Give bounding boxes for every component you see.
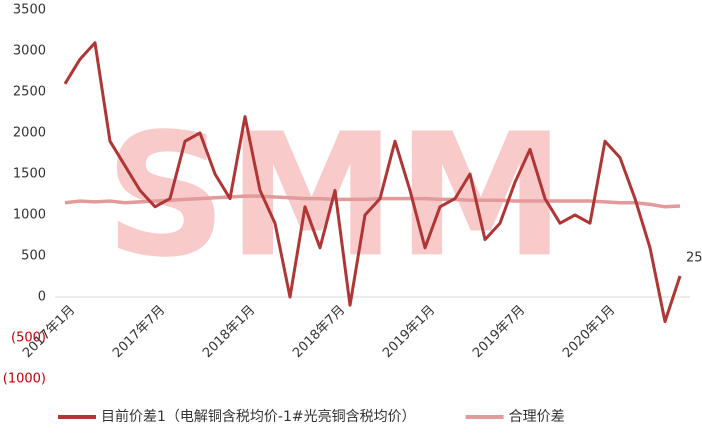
legend-label: 目前价差1（电解铜含税均价-1#光亮铜含税均价） xyxy=(101,408,416,425)
y-tick-label: 1500 xyxy=(13,167,46,182)
x-tick-label: 2017年7月 xyxy=(110,303,168,361)
y-tick-label: 2500 xyxy=(13,85,46,100)
y-tick-label: (1000) xyxy=(3,372,46,387)
y-tick-label: 500 xyxy=(21,249,46,264)
series-line xyxy=(63,41,682,324)
y-tick-label: 0 xyxy=(38,290,46,305)
y-tick-label: 3500 xyxy=(13,3,46,18)
end-value-label: 256 xyxy=(686,251,702,266)
x-tick-label: 2018年7月 xyxy=(290,303,348,361)
y-tick-label: (500) xyxy=(11,331,46,346)
y-tick-label: 1000 xyxy=(13,208,46,223)
legend-label: 合理价差 xyxy=(509,409,565,425)
x-tick-label: 2019年7月 xyxy=(470,303,528,361)
x-tick-label: 2020年1月 xyxy=(560,303,618,361)
y-tick-label: 2000 xyxy=(13,126,46,141)
x-tick-label: 2019年1月 xyxy=(380,303,438,361)
y-tick-label: 3000 xyxy=(13,44,46,59)
x-tick-label: 2018年1月 xyxy=(200,303,258,361)
